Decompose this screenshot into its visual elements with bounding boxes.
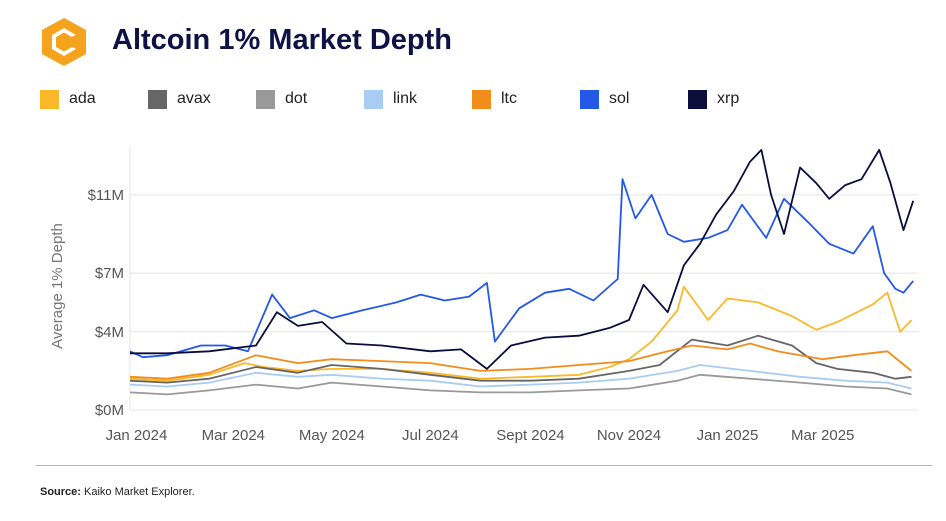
legend-swatch — [148, 89, 167, 109]
legend-item-avax: avax — [148, 88, 211, 110]
legend-label: avax — [177, 90, 211, 107]
legend-label: ada — [69, 90, 96, 107]
legend-label: sol — [609, 90, 630, 107]
series-line-ada — [129, 285, 913, 382]
x-tick-label: May 2024 — [299, 427, 365, 444]
series-line-dot — [129, 373, 912, 396]
legend-label: link — [393, 90, 418, 107]
series-line-sol — [129, 178, 914, 359]
y-tick-label: $11M — [88, 187, 124, 204]
x-tick-label: Jan 2025 — [697, 427, 759, 444]
x-tick-label: Jan 2024 — [106, 427, 168, 444]
footer-divider — [36, 465, 932, 466]
legend-item-dot: dot — [256, 88, 307, 110]
legend-swatch — [40, 89, 59, 109]
y-tick-label: $7M — [95, 265, 124, 282]
kaiko-logo-icon — [42, 18, 86, 66]
legend-swatch — [364, 89, 383, 109]
legend-item-link: link — [364, 88, 417, 110]
series-line-ltc — [129, 342, 913, 380]
page-title: Altcoin 1% Market Depth — [112, 24, 452, 56]
x-tick-label: Mar 2025 — [791, 427, 854, 444]
legend-label: xrp — [717, 90, 740, 107]
legend-item-ada: ada — [40, 88, 96, 110]
legend-swatch — [472, 89, 491, 109]
x-tick-label: Sept 2024 — [496, 427, 564, 444]
series-line-xrp — [130, 148, 915, 370]
x-tick-label: Mar 2024 — [202, 427, 265, 444]
legend-swatch — [580, 89, 599, 109]
series-line-avax — [129, 334, 912, 384]
legend-label: dot — [285, 90, 308, 107]
x-tick-label: Jul 2024 — [402, 427, 459, 444]
source-text: Kaiko Market Explorer. — [80, 486, 195, 498]
source-label: Source: — [40, 486, 81, 498]
legend-swatch — [256, 89, 275, 109]
y-axis-title: Average 1% Depth — [49, 223, 66, 349]
chart-legend: ada avax dot link ltc sol xrp — [40, 88, 920, 110]
y-tick-label: $4M — [95, 324, 124, 341]
legend-item-ltc: ltc — [472, 88, 517, 110]
legend-item-sol: sol — [580, 88, 629, 110]
x-tick-label: Nov 2024 — [597, 427, 661, 444]
legend-swatch — [688, 89, 707, 109]
legend-label: ltc — [501, 90, 517, 107]
y-tick-label: $0M — [95, 402, 124, 419]
source-note: Source: Kaiko Market Explorer. — [40, 486, 195, 498]
legend-item-xrp: xrp — [688, 88, 739, 110]
series-line-link — [129, 364, 912, 390]
